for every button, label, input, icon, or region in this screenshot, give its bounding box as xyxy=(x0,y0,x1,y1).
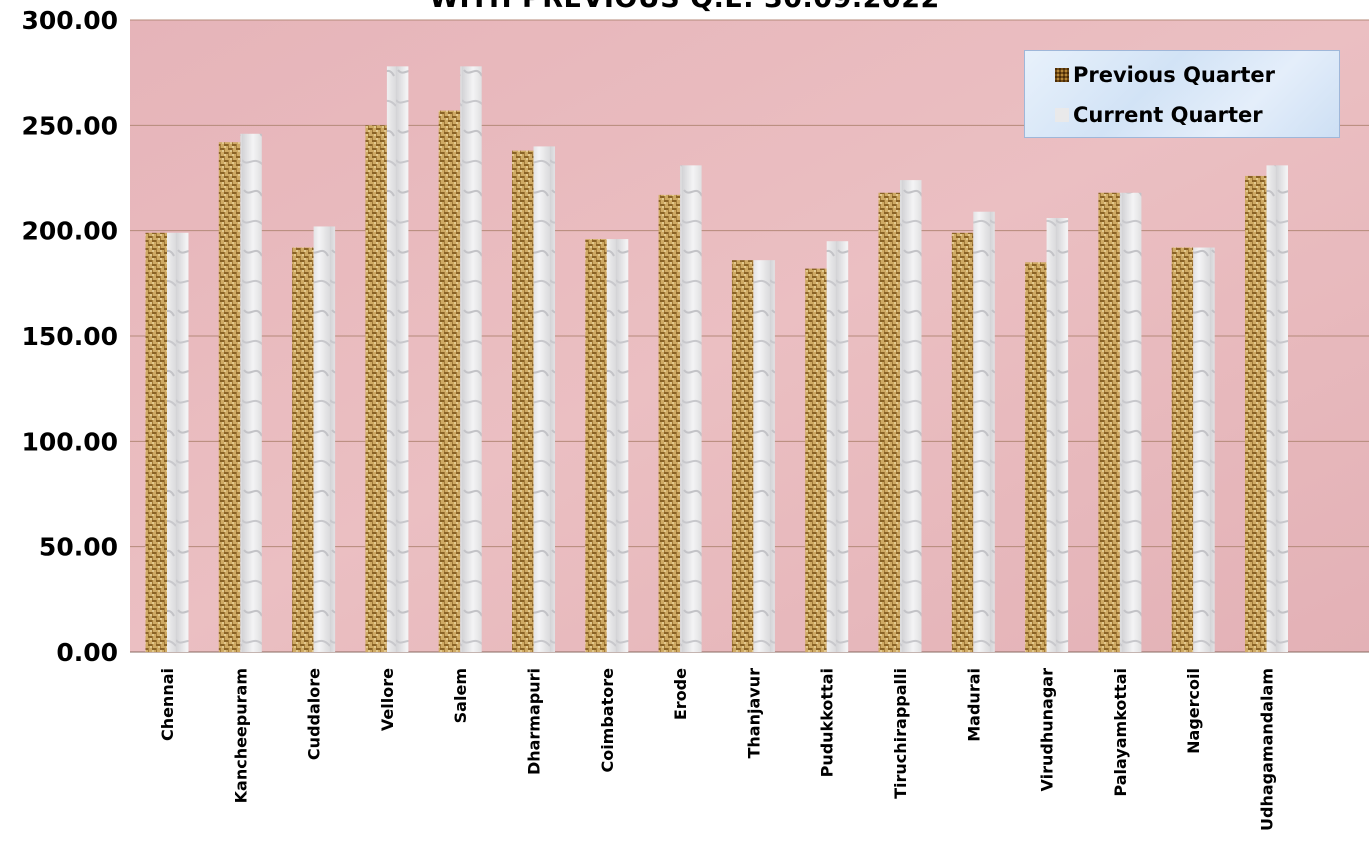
legend-swatch-previous xyxy=(1055,68,1069,82)
bar-previous-quarter xyxy=(585,239,607,653)
legend-swatch-current xyxy=(1055,108,1069,122)
bar-previous-quarter xyxy=(805,268,827,652)
x-tick-label: Erode xyxy=(671,668,690,720)
x-tick-label: Vellore xyxy=(378,668,397,731)
bar-previous-quarter xyxy=(218,142,241,653)
bar-current-quarter xyxy=(680,165,702,653)
bar-current-quarter xyxy=(1046,218,1069,652)
bar-current-quarter xyxy=(606,239,629,653)
x-tick-label: Cuddalore xyxy=(305,668,324,760)
bar-previous-quarter xyxy=(1098,192,1120,652)
y-tick-label: 0.00 xyxy=(56,638,118,667)
x-tick-label: Nagercoil xyxy=(1184,668,1203,754)
x-tick-label: Virudhunagar xyxy=(1038,668,1057,792)
legend-entry-current: Current Quarter xyxy=(1055,103,1263,127)
bar-current-quarter xyxy=(973,211,995,652)
legend-entry-previous: Previous Quarter xyxy=(1055,63,1275,87)
y-tick-label: 150.00 xyxy=(22,322,118,351)
x-tick-label: Thanjavur xyxy=(744,668,763,759)
bar-previous-quarter xyxy=(145,232,167,653)
bar-current-quarter xyxy=(1119,192,1142,652)
bar-previous-quarter xyxy=(1025,262,1047,652)
bar-current-quarter xyxy=(167,232,189,653)
y-tick-label: 250.00 xyxy=(22,111,118,140)
x-tick-label: Dharmapuri xyxy=(525,668,544,775)
y-tick-label: 200.00 xyxy=(22,217,118,246)
bar-current-quarter xyxy=(386,66,409,652)
bar-previous-quarter xyxy=(951,232,974,653)
x-tick-label: Palayamkottai xyxy=(1111,668,1130,797)
y-tick-label: 300.00 xyxy=(22,6,118,35)
bar-previous-quarter xyxy=(1171,247,1194,652)
x-tick-label: Chennai xyxy=(158,668,177,741)
bar-current-quarter xyxy=(826,241,849,652)
bar-current-quarter xyxy=(460,66,482,652)
bar-current-quarter xyxy=(313,226,336,652)
bar-previous-quarter xyxy=(878,192,900,652)
bar-previous-quarter xyxy=(438,110,461,652)
bar-previous-quarter xyxy=(292,247,314,652)
bar-current-quarter xyxy=(900,180,922,652)
y-tick-label: 100.00 xyxy=(22,427,118,456)
chart-title: WITH PREVIOUS Q.E. 30.09.2022 xyxy=(0,0,1369,14)
x-tick-label: Pudukkottai xyxy=(818,668,837,777)
bar-previous-quarter xyxy=(658,194,681,652)
bar-current-quarter xyxy=(533,146,555,652)
legend-label-previous: Previous Quarter xyxy=(1073,63,1276,87)
x-tick-label: Udhagamandalam xyxy=(1258,668,1277,831)
bar-previous-quarter xyxy=(731,260,754,652)
bar-previous-quarter xyxy=(512,150,534,652)
x-tick-label: Coimbatore xyxy=(598,668,617,773)
legend: Previous Quarter Current Quarter xyxy=(1024,50,1340,138)
bar-previous-quarter xyxy=(1245,175,1267,653)
y-tick-label: 50.00 xyxy=(39,533,118,562)
bar-current-quarter xyxy=(753,260,775,652)
x-tick-label: Salem xyxy=(451,668,470,723)
x-tick-label: Tiruchirappalli xyxy=(891,668,910,799)
legend-label-current: Current Quarter xyxy=(1073,103,1263,127)
x-tick-label: Kancheepuram xyxy=(231,668,250,803)
x-tick-label: Madurai xyxy=(964,668,983,742)
bar-previous-quarter xyxy=(365,125,387,653)
bar-current-quarter xyxy=(240,133,262,652)
bar-current-quarter xyxy=(1193,247,1215,652)
bar-current-quarter xyxy=(1266,165,1288,653)
